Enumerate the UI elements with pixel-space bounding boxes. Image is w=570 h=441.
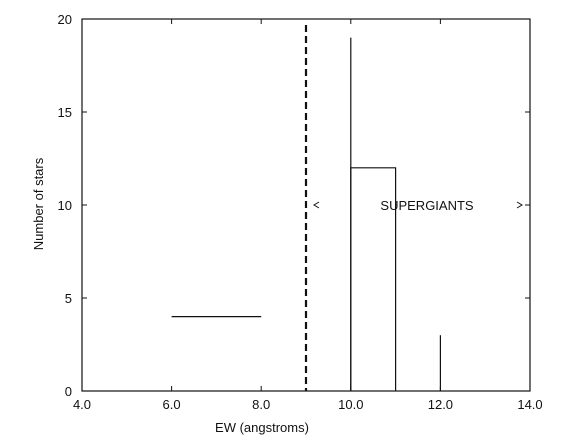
- supergiants-annotation: SUPERGIANTS: [380, 198, 474, 213]
- y-tick-label: 5: [65, 291, 72, 306]
- y-tick-label: 10: [58, 198, 72, 213]
- y-tick-label: 0: [65, 384, 72, 399]
- x-tick-label: 8.0: [252, 397, 270, 412]
- x-axis-label: EW (angstroms): [215, 420, 309, 435]
- x-tick-label: 10.0: [338, 397, 363, 412]
- arrow-left-icon: [313, 201, 320, 209]
- y-tick-label: 20: [58, 12, 72, 27]
- x-tick-label: 12.0: [428, 397, 453, 412]
- x-tick-label: 14.0: [517, 397, 542, 412]
- x-tick-label: 6.0: [163, 397, 181, 412]
- histogram-bar: [350, 167, 397, 391]
- arrow-right-icon: [516, 201, 523, 209]
- x-tick-label: 4.0: [73, 397, 91, 412]
- y-axis-label: Number of stars: [31, 157, 46, 250]
- annotation-group: SUPERGIANTS: [313, 198, 523, 213]
- y-tick-label: 15: [58, 105, 72, 120]
- x-tick-labels: 4.0 6.0 8.0 10.0 12.0 14.0: [73, 397, 543, 412]
- y-tick-labels: 0 5 10 15 20: [58, 12, 72, 399]
- histogram-bars: [171, 37, 441, 391]
